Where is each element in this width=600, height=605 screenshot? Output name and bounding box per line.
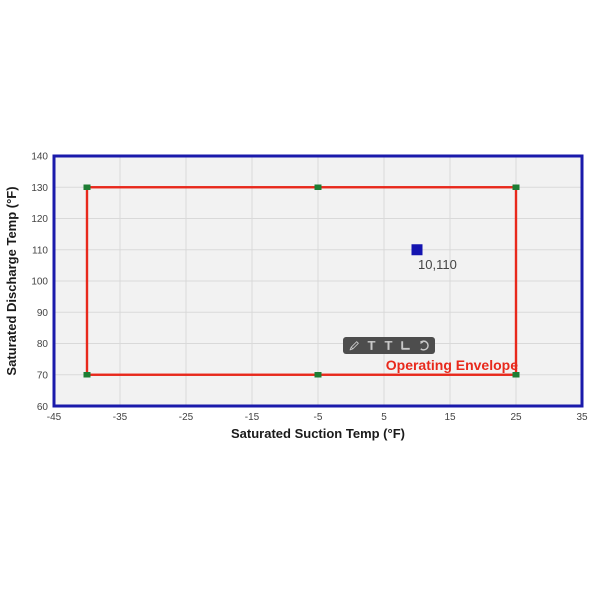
svg-text:130: 130 bbox=[31, 183, 48, 194]
svg-text:-35: -35 bbox=[113, 412, 128, 423]
svg-text:-25: -25 bbox=[179, 412, 194, 423]
svg-text:35: 35 bbox=[576, 412, 588, 423]
svg-text:10,110: 10,110 bbox=[418, 257, 457, 272]
svg-text:120: 120 bbox=[31, 214, 48, 225]
svg-text:Saturated Discharge Temp (°F): Saturated Discharge Temp (°F) bbox=[4, 186, 19, 375]
svg-text:-15: -15 bbox=[245, 412, 260, 423]
svg-text:Saturated Suction Temp (°F): Saturated Suction Temp (°F) bbox=[231, 426, 405, 441]
svg-text:-5: -5 bbox=[314, 412, 323, 423]
svg-text:25: 25 bbox=[510, 412, 522, 423]
svg-text:100: 100 bbox=[31, 277, 48, 288]
svg-text:140: 140 bbox=[31, 152, 48, 163]
svg-text:90: 90 bbox=[37, 308, 49, 319]
svg-text:80: 80 bbox=[37, 339, 49, 350]
svg-text:5: 5 bbox=[381, 412, 387, 423]
svg-text:60: 60 bbox=[37, 402, 49, 413]
svg-text:110: 110 bbox=[32, 245, 48, 256]
svg-text:15: 15 bbox=[444, 412, 456, 423]
svg-text:70: 70 bbox=[37, 371, 49, 382]
svg-text:-45: -45 bbox=[47, 412, 62, 423]
svg-text:Operating Envelope: Operating Envelope bbox=[386, 357, 518, 373]
